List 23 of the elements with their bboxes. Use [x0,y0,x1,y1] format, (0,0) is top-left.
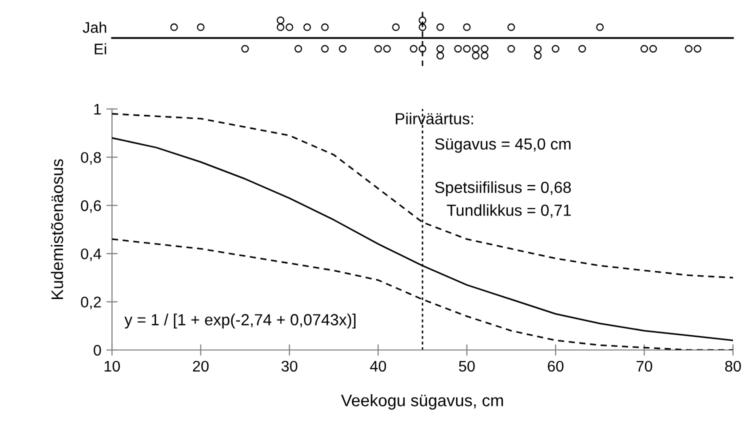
y-tick-label: 0,2 [80,296,101,310]
x-tick-label: 70 [636,360,652,372]
annotation: Piirväärtus: [396,112,473,124]
x-tick-label: 10 [104,360,120,372]
y-tick-label: 0,4 [80,248,102,262]
annotation: y = 1 / [1 + exp(-2,74 + 0,0743x)] [124,314,356,329]
y-tick-label: 0,6 [80,200,101,213]
annotation: Sügavus = 45,0 cm [435,138,570,153]
annotation: Spetsiifilisus = 0,68 [435,181,571,196]
y-tick-label: 0,8 [80,152,101,165]
annotation: Tundlikkus = 0,71 [446,204,571,218]
x-tick-label: 20 [192,360,209,372]
y-tick-label: Jah [82,22,106,33]
x-tick-label: 80 [725,360,741,372]
y-tick-label: Ei [94,43,106,54]
x-axis-title: Veekogu sügavus, cm [341,394,503,410]
x-tick-label: 30 [282,360,298,372]
x-tick-label: 50 [458,360,475,372]
y-axis-title: Kudemistõenäosus [50,159,64,300]
x-tick-label: 60 [548,360,564,372]
x-tick-label: 40 [370,360,386,372]
y-tick-label: 0 [94,344,101,356]
y-tick-label: 1 [94,104,101,115]
